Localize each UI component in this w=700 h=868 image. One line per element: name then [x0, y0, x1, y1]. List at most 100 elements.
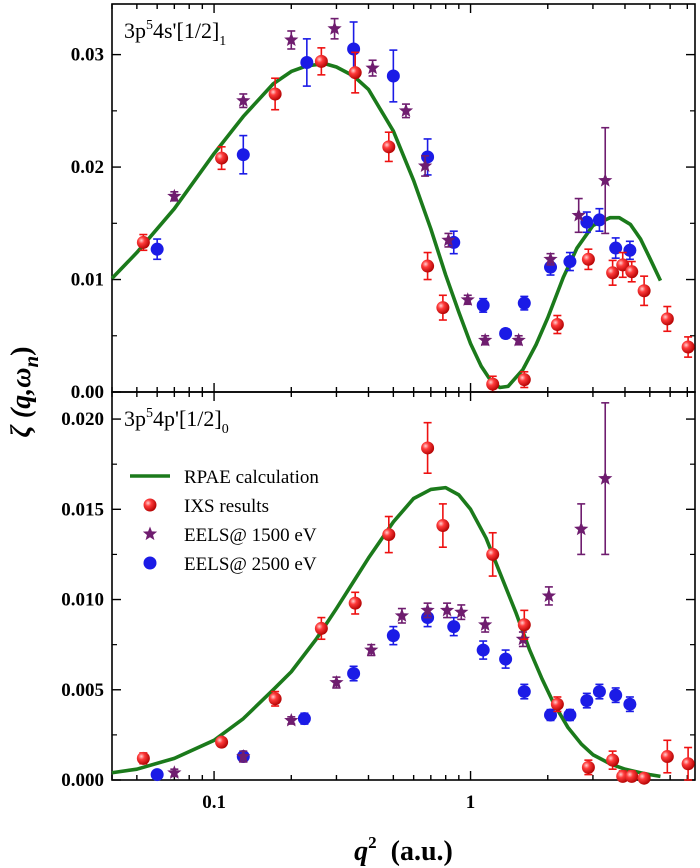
legend-label: RPAE calculation [184, 467, 319, 488]
eels1500-point [167, 765, 182, 779]
y-axis-title: ζ (q,ωn) [6, 347, 43, 438]
ixs-point [681, 757, 695, 771]
ixs-point [550, 318, 564, 332]
eels1500-point [365, 60, 380, 75]
y-tick-label: 0.015 [61, 499, 104, 520]
panel-label: 3p54s'[1/2]1 [124, 18, 226, 49]
y-tick-label: 0.03 [71, 45, 104, 66]
legend-label: EELS@ 2500 eV [184, 554, 317, 575]
eels2500-point [476, 643, 490, 657]
ixs-point [486, 547, 500, 561]
legend-label: IXS results [184, 496, 269, 517]
eels1500-point [511, 332, 526, 347]
eels1500-point [284, 712, 299, 727]
x-tick-label: 0.1 [202, 792, 226, 813]
eels2500-point [447, 620, 461, 634]
y-tick-label: 0.005 [61, 680, 104, 701]
ixs-point [660, 312, 674, 326]
ixs-point [581, 760, 595, 774]
x-tick-label: 1 [466, 792, 476, 813]
eels1500-point [327, 21, 342, 35]
ixs-point [382, 140, 396, 154]
eels2500-point [592, 685, 606, 699]
eels2500-point [499, 327, 513, 341]
eels1500-point [439, 602, 455, 617]
eels2500-point [150, 242, 164, 256]
eels2500-point [297, 712, 311, 726]
eels1500-point [571, 207, 586, 222]
ixs-point [606, 753, 620, 767]
eels2500-point [150, 768, 164, 782]
y-tick-label: 0.020 [61, 409, 104, 430]
eels1500-point [441, 232, 456, 247]
eels2500-point [580, 694, 594, 708]
y-tick-label: 0.00 [71, 382, 104, 403]
eels2500-point [623, 697, 637, 711]
ixs-point [314, 54, 328, 68]
ixs-point [348, 596, 362, 610]
panel-2: 0.000 0.005 0.010 0.015 0.020 3p54p'[1/2]0 RPA… [61, 391, 696, 791]
eels2500-point [347, 667, 361, 681]
x-axis-title: q2 (a.u.) [354, 833, 453, 867]
ixs-point [382, 528, 396, 542]
eels2500-point [563, 708, 577, 722]
ixs-point [268, 692, 282, 706]
eels2500-point [563, 255, 577, 269]
eels2500-point [476, 298, 490, 312]
ixs-point [136, 235, 150, 249]
legend: RPAE calculation IXS results EELS@ 1500 eV… [130, 467, 319, 575]
eels1500-point [398, 103, 414, 117]
ixs-point [436, 301, 450, 315]
eels2500-point [592, 213, 606, 227]
ixs-point [215, 735, 229, 749]
eels1500-point [236, 93, 251, 107]
eels1500-point [541, 588, 557, 602]
eels2500-point [236, 148, 250, 162]
eels2500-point [609, 688, 623, 702]
eels1500-point [598, 471, 613, 485]
eels2500-point [517, 296, 531, 310]
y-tick-label: 0.000 [61, 770, 104, 791]
eels2500-point [517, 685, 531, 699]
ixs-point [616, 258, 630, 272]
ixs-point [436, 519, 450, 533]
eels1500-point [598, 173, 613, 187]
eels1500-point [167, 188, 182, 203]
ixs-point [421, 441, 435, 455]
panel-frame [111, 3, 696, 393]
ixs-point [616, 769, 630, 783]
ixs-point [348, 66, 362, 80]
eels1500-point [420, 602, 435, 617]
eels2500-point [580, 215, 594, 229]
ixs-point [625, 769, 639, 783]
eels1500-point [364, 642, 379, 657]
eels1500-point [460, 292, 475, 306]
eels2500-point [609, 241, 623, 255]
ixs-point [581, 252, 595, 266]
ixs-point [136, 751, 150, 765]
ixs-point [517, 373, 531, 387]
eels2500-point [386, 69, 400, 83]
eels2500-point [386, 629, 400, 643]
eels2500-point [421, 150, 435, 164]
legend-eels1500-swatch [142, 526, 158, 541]
y-tick-label: 0.010 [61, 590, 104, 611]
ixs-point [550, 697, 564, 711]
y-tick-label: 0.01 [71, 270, 104, 291]
ixs-point [314, 621, 328, 635]
legend-ixs-swatch [143, 498, 157, 512]
rpae-curve [111, 485, 661, 779]
eels1500-point [574, 521, 589, 536]
ixs-point [215, 151, 229, 165]
eels1500-point [478, 332, 493, 347]
ixs-point [517, 618, 531, 632]
y-tick-label: 0.02 [71, 157, 104, 178]
legend-eels2500-swatch [143, 556, 157, 570]
eels1500-point [394, 608, 410, 622]
eels2500-point [623, 243, 637, 257]
eels1500-point [417, 158, 433, 173]
ixs-point [637, 771, 651, 785]
eels1500-point [543, 251, 558, 266]
ixs-point [637, 284, 651, 298]
